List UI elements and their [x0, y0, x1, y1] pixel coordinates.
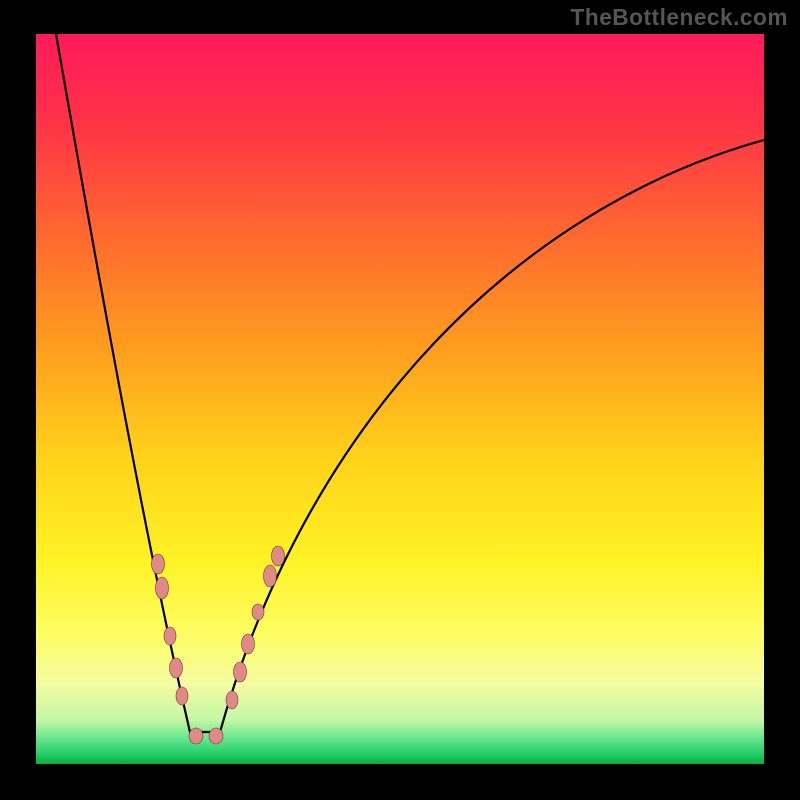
data-marker [226, 691, 238, 709]
data-marker [156, 577, 169, 599]
data-marker [252, 604, 264, 620]
data-marker [242, 634, 255, 654]
plot-svg [0, 0, 800, 800]
data-marker [234, 662, 247, 682]
gradient-background [36, 34, 764, 764]
data-marker [272, 546, 285, 566]
data-marker [164, 627, 176, 645]
data-marker [189, 728, 203, 744]
bottom-border [0, 764, 800, 800]
data-marker [209, 728, 223, 744]
chart-container: { "watermark": { "text": "TheBottleneck.… [0, 0, 800, 800]
data-marker [176, 687, 188, 705]
data-marker [264, 565, 277, 587]
data-marker [170, 658, 183, 678]
data-marker [152, 554, 165, 574]
